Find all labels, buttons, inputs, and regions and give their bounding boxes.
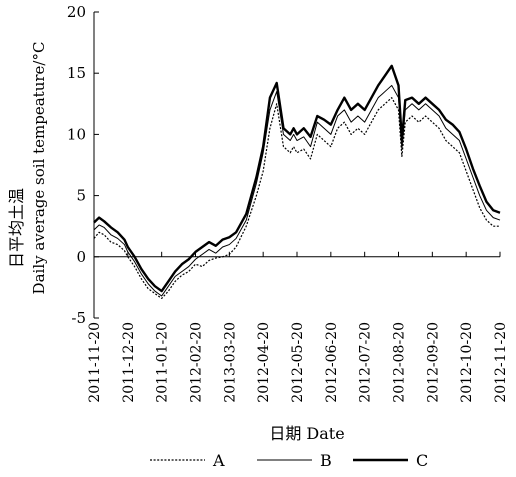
x-tick-label: 2013-03-20 (222, 322, 238, 403)
x-tick-label: 2011-11-20 (87, 322, 103, 403)
legend-label-c: C (416, 451, 428, 470)
y-axis-label-en: Daily average soil tempeature/°C (30, 42, 48, 295)
x-tick-label: 2012-06-20 (324, 322, 340, 403)
x-axis-label: 日期 Date (269, 424, 344, 443)
y-tick-label: 5 (76, 187, 86, 205)
x-tick-label: 2012-02-20 (189, 322, 205, 403)
x-tick-label: 2012-08-20 (392, 322, 408, 403)
labels: 日平均土温 Daily average soil tempeature/°C 日… (7, 42, 345, 443)
y-tick-label: 15 (67, 64, 86, 82)
series-line-a (93, 97, 500, 300)
x-tick-label: 2012-04-20 (256, 322, 272, 403)
axes: -5 0 5 10 15 20 2011-11-20 2011-12-20 2011-01-20… (67, 3, 509, 403)
legend: A B C (150, 451, 428, 470)
y-axis-label-cn: 日平均土温 (7, 188, 26, 268)
x-tick-label: 2012-05-20 (290, 322, 306, 403)
x-tick-label: 2011-12-20 (121, 322, 137, 403)
x-tick-label: 2011-01-20 (155, 322, 171, 403)
y-tick-label: 20 (67, 3, 86, 21)
x-tick-label: 2012-10-20 (459, 322, 475, 403)
x-tick-label: 2012-11-20 (493, 322, 509, 403)
series-line-b (93, 84, 501, 297)
series-line-c (93, 64, 501, 293)
x-tick-label: 2012-07-20 (358, 322, 374, 403)
y-tick-label: 10 (67, 125, 86, 143)
y-tick-label: -5 (71, 309, 86, 327)
x-tick-label: 2012-09-20 (425, 322, 441, 403)
y-tick-label: 0 (76, 248, 86, 266)
legend-label-a: A (212, 451, 225, 470)
legend-label-b: B (320, 451, 332, 470)
series-layer (93, 64, 501, 300)
